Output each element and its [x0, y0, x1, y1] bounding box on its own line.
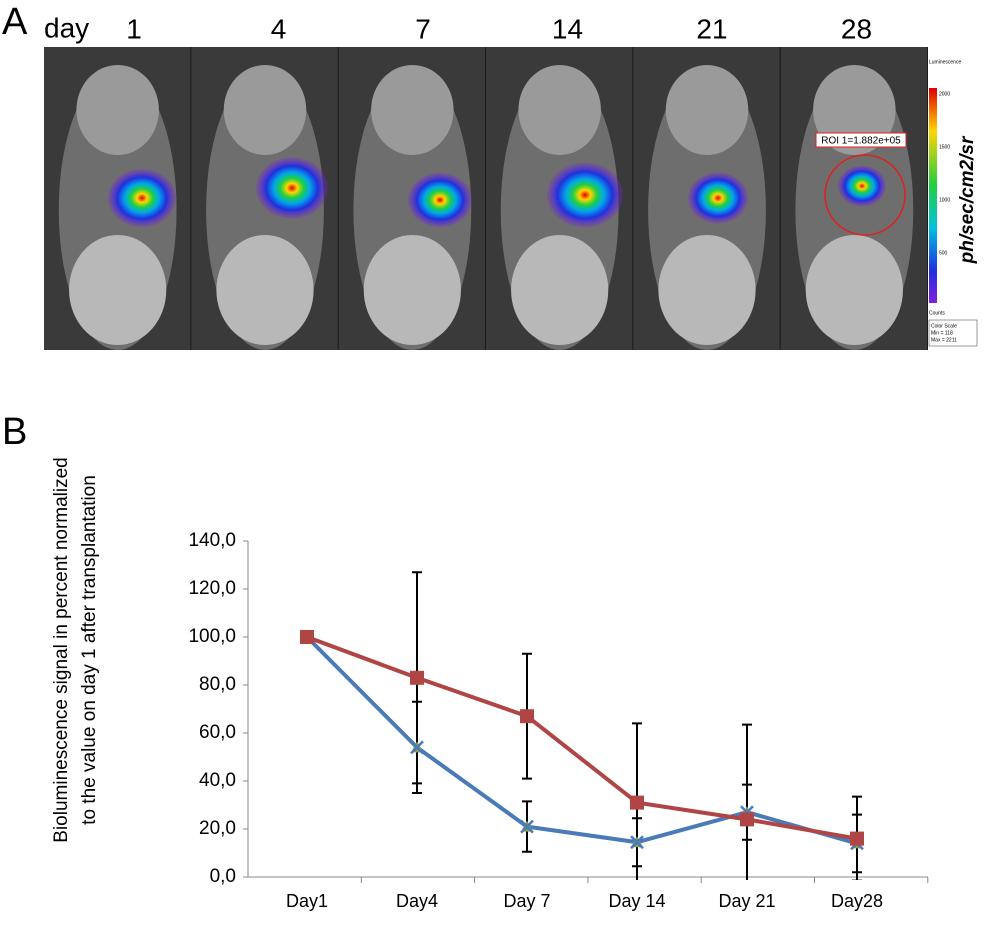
unit-label: ph/sec/cm2/sr	[957, 135, 978, 264]
day-number: 21	[696, 13, 727, 44]
x-tick-label: Day1	[286, 891, 328, 911]
panel-label: A	[2, 1, 28, 43]
colorbar-title: Luminescence	[929, 59, 961, 65]
colorbar-tick: 2000	[939, 91, 950, 97]
plot-area	[300, 571, 864, 880]
scale-box-text: Max = 2211	[931, 337, 957, 343]
roi-box	[815, 132, 907, 148]
series-line	[306, 635, 858, 841]
y-tick-label: 20,0	[199, 818, 236, 839]
signal	[408, 172, 472, 228]
day-number: 1	[126, 13, 142, 44]
marker	[520, 819, 534, 834]
day-number: 28	[841, 13, 872, 44]
signal	[547, 162, 623, 228]
y-tick-label: 40,0	[199, 770, 236, 791]
marker	[630, 795, 644, 810]
marker	[410, 740, 424, 755]
marker	[520, 709, 534, 724]
y-tick-label: 140,0	[188, 530, 236, 551]
signal	[108, 169, 176, 227]
signal	[256, 157, 328, 219]
mouse-fur	[511, 235, 609, 345]
day-number: 4	[271, 13, 287, 44]
x-tick-label: Day28	[831, 891, 883, 911]
x-tick-label: Day4	[396, 891, 438, 911]
scale-box-text: Color Scale	[931, 323, 957, 329]
mouse-head	[76, 65, 159, 155]
roi-label: ROI 1=1.882e+05	[821, 136, 901, 147]
mouse-head	[518, 65, 601, 155]
mouse-fur	[805, 235, 903, 345]
panel-b: B Bioluminescence signal in percent norm…	[2, 411, 929, 911]
mouse-head	[371, 65, 454, 155]
y-tick-label: 100,0	[188, 626, 236, 647]
marker	[850, 831, 864, 846]
marker	[410, 670, 424, 685]
day-number: 7	[415, 13, 431, 44]
colorbar-tick: 500	[939, 250, 948, 256]
y-tick-label: 0,0	[210, 866, 236, 887]
signal	[838, 165, 886, 207]
mouse-head	[665, 65, 749, 155]
scale-box-text: Min = 118	[931, 330, 953, 336]
colorbar-tick: 1000	[939, 197, 950, 203]
signal	[688, 172, 748, 224]
colorbar	[929, 88, 937, 303]
y-tick-label: 80,0	[199, 674, 236, 695]
x-tick-label: Day 21	[718, 891, 775, 911]
y-tick-label: 60,0	[199, 722, 236, 743]
y-tick-label: 120,0	[188, 578, 236, 599]
y-axis-label: Bioluminescence signal in percent normal…	[51, 457, 72, 842]
series-line	[305, 635, 858, 846]
colorbar-tick: 1500	[939, 144, 950, 150]
panel-a: A day Luminescence Counts ph/sec/cm2/sr …	[2, 1, 978, 350]
mouse-fur	[69, 235, 167, 345]
mouse-fur	[658, 235, 756, 345]
x-tick-label: Day 14	[608, 891, 665, 911]
marker	[740, 812, 754, 827]
colorbar-units: Counts	[929, 310, 945, 316]
panel-label: B	[2, 411, 27, 453]
day-number: 14	[552, 13, 583, 44]
marker	[300, 630, 314, 644]
marker	[630, 835, 644, 850]
x-tick-label: Day 7	[503, 891, 550, 911]
mouse-fur	[363, 235, 461, 345]
scale-box	[928, 319, 978, 347]
mouse-head	[223, 65, 307, 155]
roi-circle	[824, 154, 906, 236]
mouse-fur	[216, 235, 314, 345]
y-axis-label: to the value on day 1 after transplantat…	[79, 475, 100, 825]
day-label: day	[44, 12, 89, 43]
